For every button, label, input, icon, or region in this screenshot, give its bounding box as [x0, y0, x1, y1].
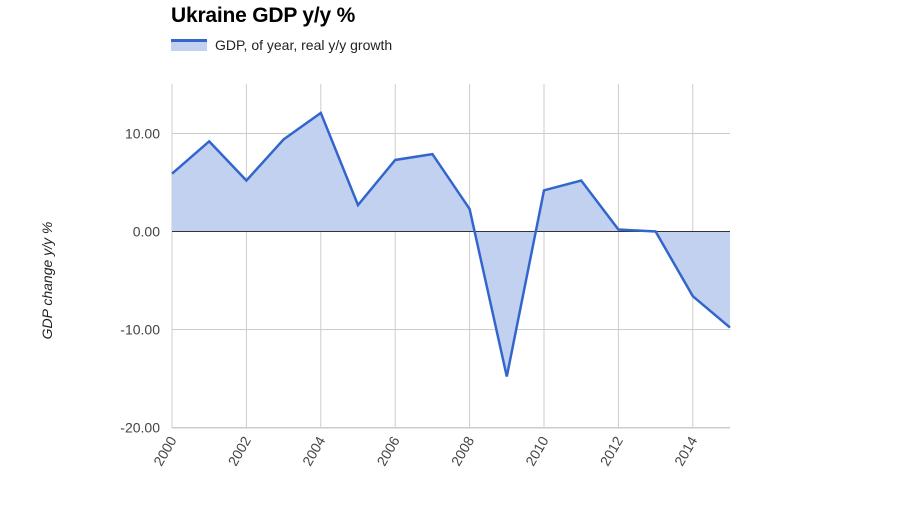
x-tick-label: 2004	[299, 433, 329, 468]
y-tick-label: 0.00	[133, 224, 160, 240]
x-tick-label: 2010	[522, 433, 552, 468]
x-tick-label: 2002	[225, 433, 255, 468]
y-tick-label: -20.00	[120, 420, 160, 436]
data-line	[171, 110, 731, 377]
legend-label: GDP, of year, real y/y growth	[215, 37, 393, 53]
x-tick-label: 2006	[373, 433, 403, 468]
x-tick-label: 2014	[671, 433, 701, 468]
x-tick-label: 2012	[597, 433, 627, 468]
area-fill	[172, 112, 730, 377]
x-tick-label: 2000	[150, 433, 180, 468]
legend-swatch-icon	[171, 39, 207, 51]
x-tick-label: 2008	[448, 433, 478, 468]
y-tick-label: -10.00	[120, 322, 160, 338]
y-axis-label: GDP change y/y %	[39, 222, 55, 340]
legend: GDP, of year, real y/y growth	[171, 37, 392, 53]
y-tick-label: 10.00	[125, 126, 160, 142]
chart-title: Ukraine GDP y/y %	[171, 4, 356, 27]
